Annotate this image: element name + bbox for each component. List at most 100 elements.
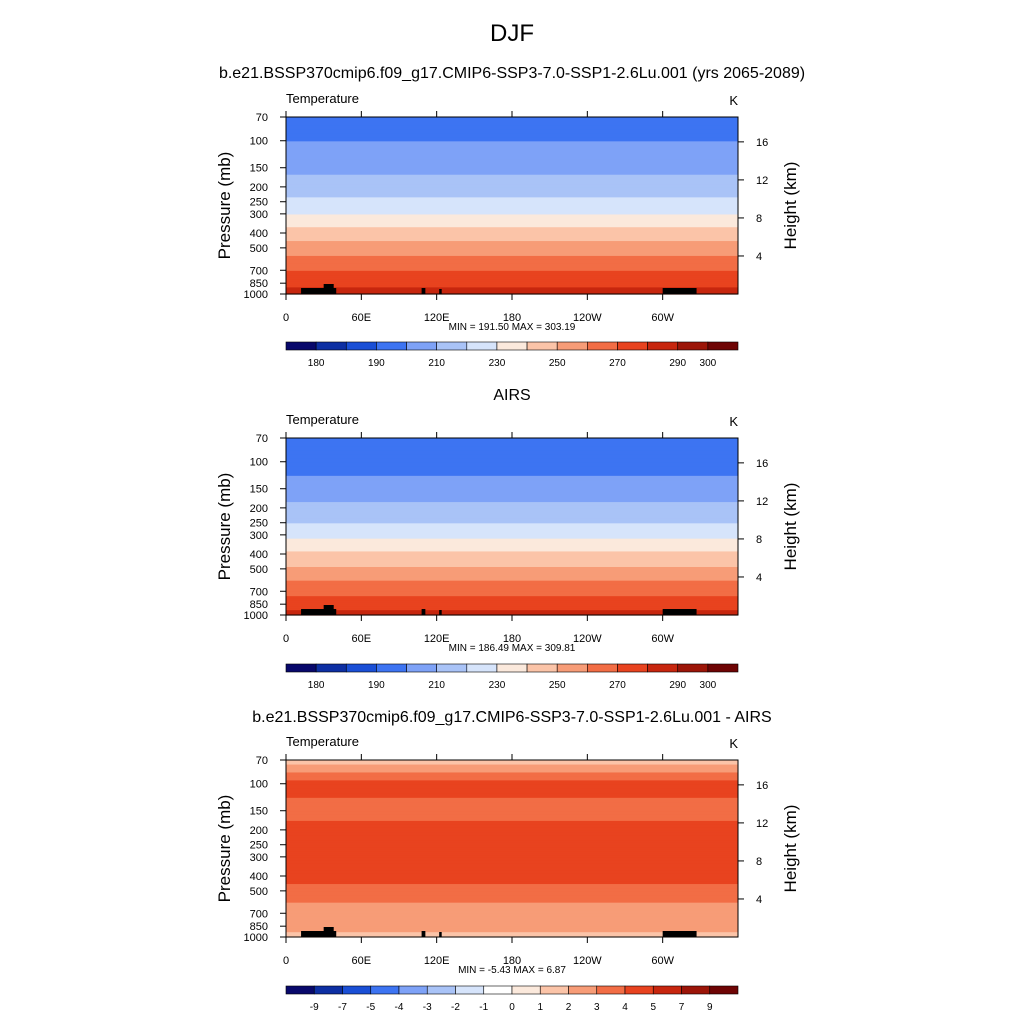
y2-tick-label: 16 — [756, 137, 768, 149]
y2-axis-title: Height (km) — [781, 162, 800, 250]
colorbar-label: -9 — [310, 1002, 319, 1013]
contour-band — [286, 869, 738, 874]
colorbar-label: 270 — [609, 358, 626, 369]
contour-band — [286, 196, 738, 200]
contour-band — [286, 229, 738, 234]
panel-title: b.e21.BSSP370cmip6.f09_g17.CMIP6-SSP3-7.… — [219, 65, 805, 82]
contour-band — [286, 779, 738, 785]
contour-band — [286, 595, 738, 599]
colorbar-segment — [677, 663, 709, 673]
y-tick-label: 700 — [250, 265, 268, 277]
colorbar-segment — [556, 341, 588, 351]
contour-band — [286, 180, 738, 185]
contour-band — [286, 806, 738, 812]
y2-tick-label: 16 — [756, 780, 768, 792]
contour-band — [286, 597, 738, 601]
panel-variable-label: Temperature — [286, 412, 359, 427]
y-tick-label: 100 — [250, 136, 268, 148]
contour-band — [286, 866, 738, 871]
contour-band — [286, 852, 738, 856]
contour-band — [286, 771, 738, 777]
contour-band — [286, 767, 738, 773]
contour-band — [286, 205, 738, 209]
colorbar-label: 3 — [594, 1002, 600, 1013]
terrain-mask — [421, 288, 426, 294]
figure-title: DJF — [490, 20, 534, 47]
contour-band — [286, 583, 738, 589]
contour-band — [286, 931, 738, 934]
colorbar-segment — [652, 985, 682, 995]
contour-band — [286, 854, 738, 858]
contour-band — [286, 894, 738, 899]
colorbar-segment — [568, 985, 598, 995]
y-tick-label: 150 — [250, 163, 268, 175]
x-tick-label: 120W — [573, 312, 602, 324]
contour-band — [286, 201, 738, 205]
contour-band — [286, 834, 738, 838]
x-tick-label: 120W — [573, 955, 602, 967]
colorbar-segment — [647, 341, 679, 351]
y-tick-label: 400 — [250, 871, 268, 883]
colorbar-label: 4 — [622, 1002, 628, 1013]
contour-band — [286, 501, 738, 506]
colorbar-label: 0 — [509, 1002, 515, 1013]
y-tick-label: 850 — [250, 921, 268, 933]
x-tick-label: 120E — [424, 312, 450, 324]
contour-band — [286, 507, 738, 511]
contour-band — [286, 763, 738, 769]
contour-band — [286, 520, 738, 524]
contour-band — [286, 611, 738, 614]
colorbar-segment — [370, 985, 400, 995]
contour-band — [286, 591, 738, 595]
colorbar-label: 210 — [428, 680, 445, 691]
contour-band — [286, 820, 738, 825]
colorbar-segment — [624, 985, 654, 995]
y-tick-label: 300 — [250, 530, 268, 542]
terrain-mask — [323, 284, 334, 294]
contour-band — [286, 132, 738, 138]
y-tick-label: 500 — [250, 564, 268, 576]
y-tick-label: 250 — [250, 197, 268, 209]
contour-band — [286, 609, 738, 612]
contour-band — [286, 149, 738, 155]
colorbar-label: 190 — [368, 680, 385, 691]
contour-band — [286, 220, 738, 225]
colorbar-segment — [406, 341, 437, 351]
contour-band — [286, 163, 738, 169]
contour-band — [286, 888, 738, 892]
contour-band — [286, 826, 738, 831]
x-tick-label: 180 — [503, 955, 521, 967]
colorbar-label: -7 — [338, 1002, 347, 1013]
y-tick-label: 250 — [250, 518, 268, 530]
contour-band — [286, 288, 738, 291]
contour-band — [286, 495, 738, 499]
contour-band — [286, 919, 738, 923]
colorbar-segment — [496, 341, 528, 351]
contour-band — [286, 572, 738, 577]
colorbar-label: -1 — [479, 1002, 488, 1013]
contour-band — [286, 566, 738, 570]
contour-band — [286, 117, 738, 122]
colorbar-label: 190 — [368, 358, 385, 369]
contour-band — [286, 233, 738, 237]
contour-band — [286, 194, 738, 198]
contour-band — [286, 158, 738, 164]
contour-band — [286, 457, 738, 463]
x-tick-label: 180 — [503, 633, 521, 645]
contour-band — [286, 541, 738, 546]
y-tick-label: 100 — [250, 779, 268, 791]
colorbar-label: 300 — [700, 680, 717, 691]
contour-band — [286, 136, 738, 142]
terrain-mask — [421, 931, 426, 937]
contour-band — [286, 283, 738, 286]
contour-band — [286, 189, 738, 193]
colorbar-label: 290 — [669, 680, 686, 691]
contour-band — [286, 576, 738, 581]
contour-band — [286, 470, 738, 476]
colorbar-segment — [617, 341, 648, 351]
contour-band — [286, 860, 738, 864]
contour-band — [286, 183, 738, 188]
colorbar-label: -2 — [451, 1002, 460, 1013]
y-tick-label: 200 — [250, 825, 268, 837]
y-tick-label: 200 — [250, 182, 268, 194]
